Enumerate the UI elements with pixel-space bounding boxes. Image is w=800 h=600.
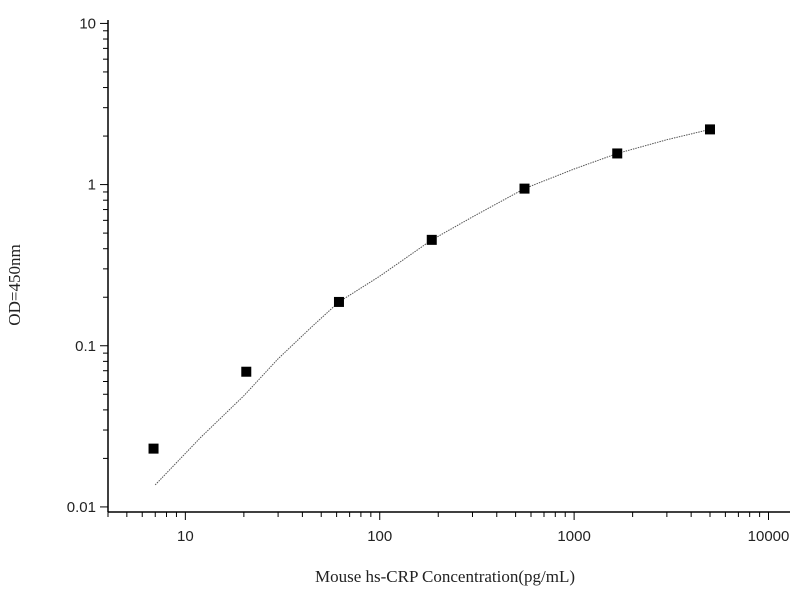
fit-curve [154, 128, 711, 486]
x-axis-label: Mouse hs-CRP Concentration(pg/mL) [315, 567, 575, 586]
data-point [612, 148, 623, 159]
data-point [148, 443, 159, 454]
data-point [426, 234, 437, 245]
axes: 10 100 1000 10000 0.01 0.1 1 10 [67, 15, 790, 545]
x-tick-label: 100 [367, 528, 392, 545]
data-point [519, 183, 530, 194]
y-axis-label: OD=450nm [5, 244, 24, 325]
x-tick-label: 10 [177, 528, 194, 545]
y-tick-label: 10 [79, 15, 96, 32]
y-tick-label: 0.1 [75, 338, 96, 355]
x-tick-label: 1000 [557, 528, 590, 545]
y-tick-label: 1 [88, 177, 96, 194]
y-tick-label: 0.01 [67, 499, 96, 516]
x-tick-label: 10000 [748, 528, 790, 545]
marks [148, 124, 715, 486]
data-point [704, 124, 715, 135]
data-point [241, 366, 252, 377]
data-point [333, 296, 344, 307]
